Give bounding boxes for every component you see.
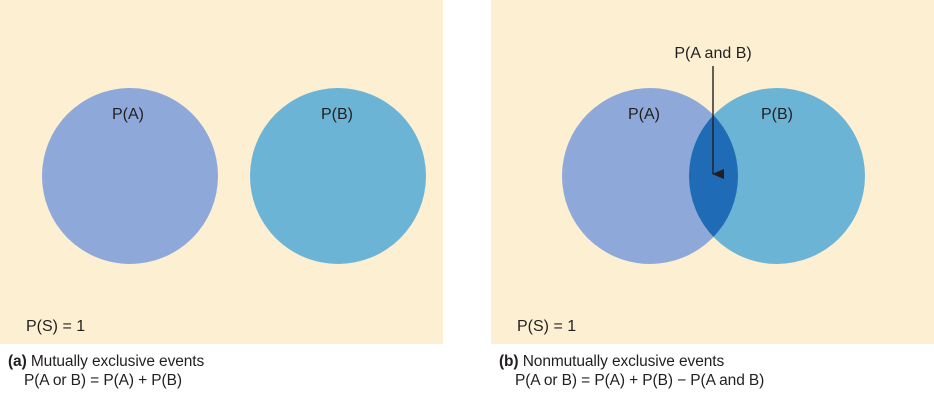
caption-title-row: (a) Mutually exclusive events	[8, 352, 204, 371]
caption-title: Mutually exclusive events	[30, 353, 205, 370]
label-event-b: P(B)	[761, 106, 793, 123]
circle-event-b	[250, 88, 426, 264]
venn-mutually-exclusive: P(A) P(B) P(S) = 1	[0, 0, 443, 344]
venn-diagram-b: P(A) P(B) P(A and B) P(S) = 1	[491, 0, 934, 344]
caption-formula: P(A or B) = P(A) + P(B) − P(A and B)	[515, 372, 765, 389]
caption-title-row: (b) Nonmutually exclusive events	[499, 352, 764, 371]
caption-tag: (a)	[8, 353, 27, 370]
label-sample-space: P(S) = 1	[517, 318, 576, 335]
caption-formula: P(A or B) = P(A) + P(B)	[24, 372, 182, 389]
circle-event-a	[562, 88, 738, 264]
caption-b: (b) Nonmutually exclusive events P(A or …	[499, 352, 764, 390]
circle-event-a	[42, 88, 218, 264]
label-event-a: P(A)	[112, 106, 144, 123]
venn-diagram-a: P(A) P(B) P(S) = 1	[0, 0, 443, 344]
circle-event-b	[689, 88, 865, 264]
label-sample-space: P(S) = 1	[26, 318, 85, 335]
label-intersection: P(A and B)	[674, 45, 751, 62]
label-event-b: P(B)	[321, 106, 353, 123]
caption-title: Nonmutually exclusive events	[522, 353, 725, 370]
label-event-a: P(A)	[628, 106, 660, 123]
caption-a: (a) Mutually exclusive events P(A or B) …	[8, 352, 204, 390]
caption-tag: (b)	[499, 353, 519, 370]
venn-nonmutually-exclusive: P(A) P(B) P(A and B) P(S) = 1	[491, 0, 934, 344]
